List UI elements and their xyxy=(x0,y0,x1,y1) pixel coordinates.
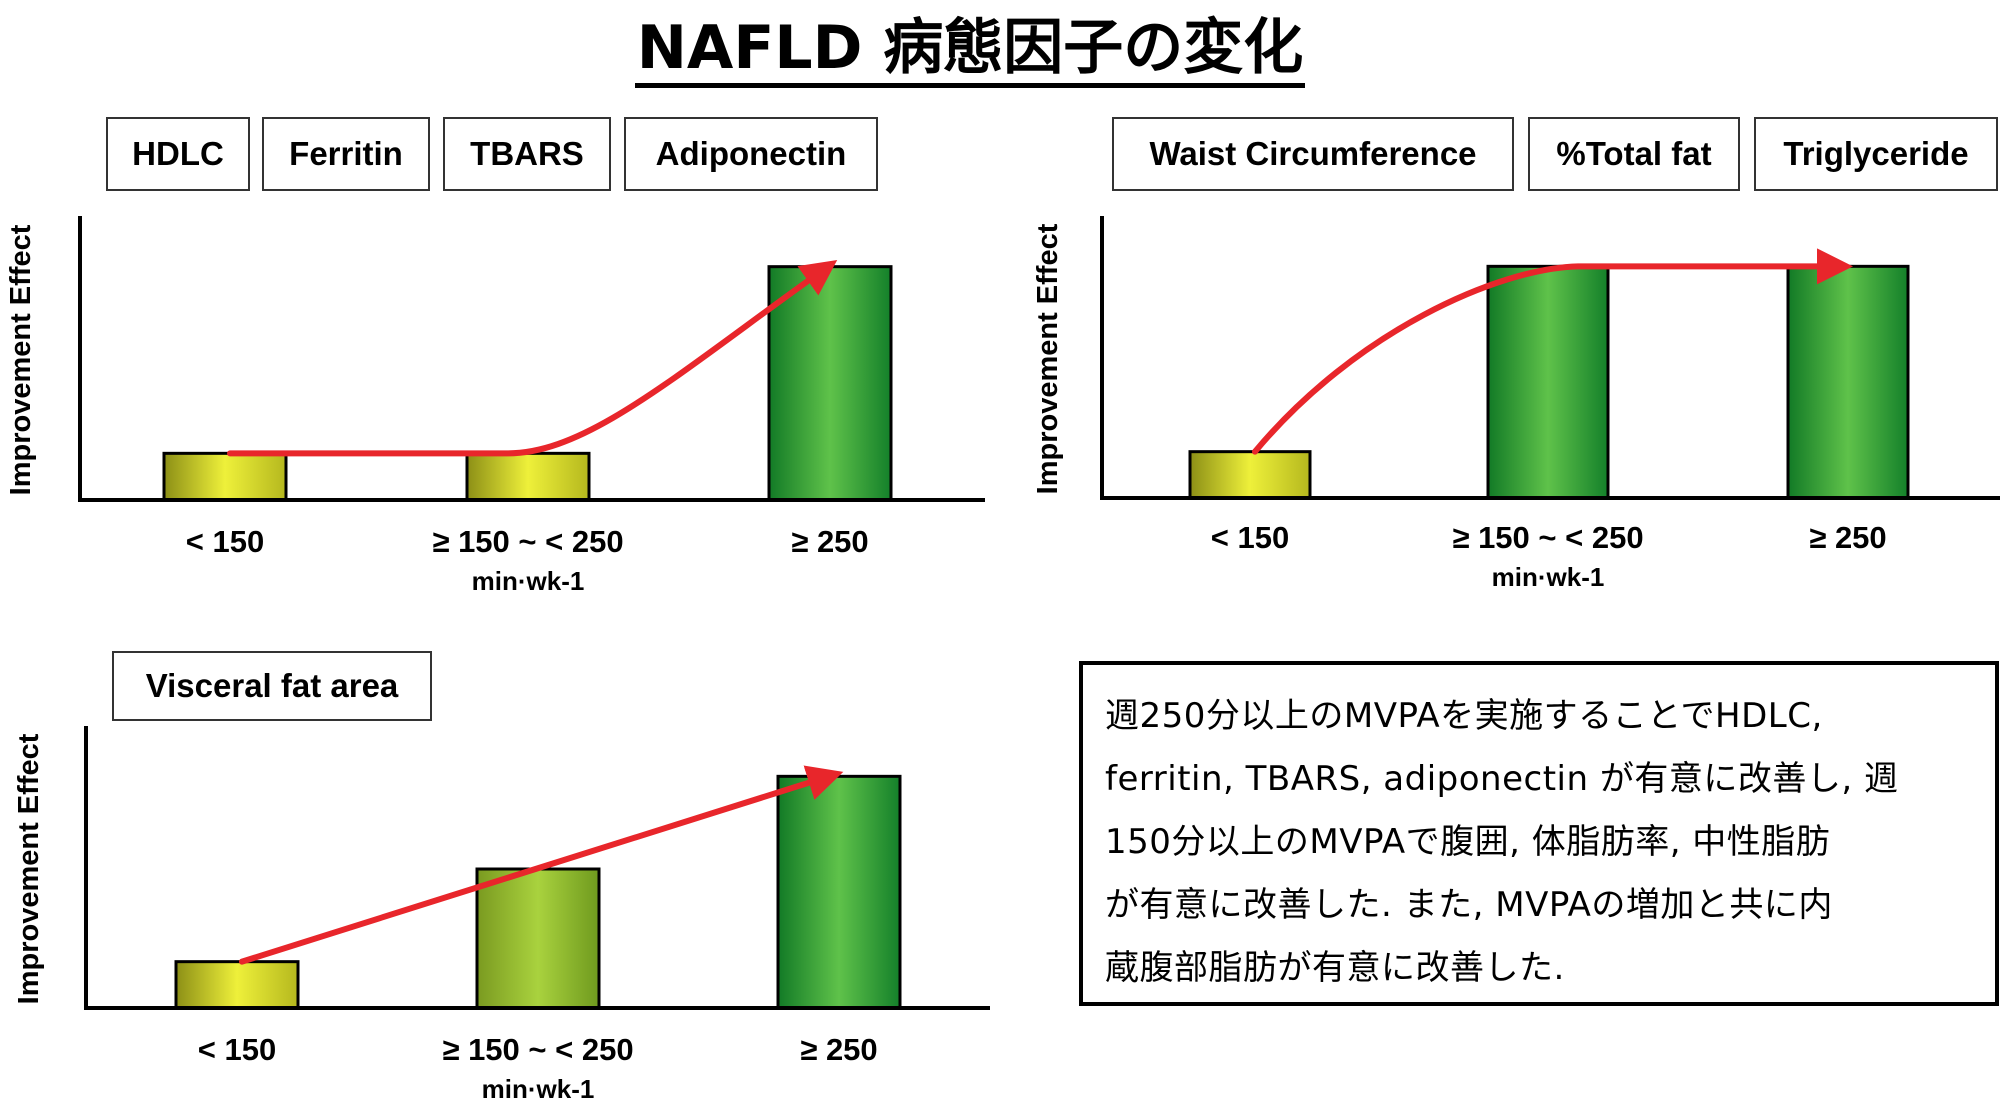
bar-2 xyxy=(1486,264,1610,500)
chart-2: < 150 ≥ 150 ~ < 250 ≥ 250 min·wk-1 Improveme… xyxy=(1032,216,2000,592)
tag-triglyceride: Triglyceride xyxy=(1754,117,1998,191)
summary-note: 週250分以上のMVPAを実施することでHDLC, ferritin, TBAR… xyxy=(1079,661,1999,1006)
bar-1 xyxy=(162,451,288,502)
x-tick-label: ≥ 250 xyxy=(800,1032,877,1067)
chart-3: < 150 ≥ 150 ~ < 250 ≥ 250 min·wk-1 Improveme… xyxy=(13,726,990,1104)
y-axis-label: Improvement Effect xyxy=(1032,223,1064,494)
x-tick-label: ≥ 150 ~ < 250 xyxy=(1452,520,1643,555)
tag-hdlc: HDLC xyxy=(106,117,250,191)
bar-3 xyxy=(776,774,902,1010)
tag-ferritin: Ferritin xyxy=(262,117,430,191)
chart-1: < 150 ≥ 150 ~ < 250 ≥ 250 min·wk-1 Improveme… xyxy=(5,216,985,596)
tag-waist-circumference: Waist Circumference xyxy=(1112,117,1514,191)
x-axis-label: min·wk-1 xyxy=(1492,562,1605,592)
bar-3 xyxy=(1786,264,1910,500)
note-line: 150分以上のMVPAで腹囲, 体脂肪率, 中性脂肪 xyxy=(1105,822,1831,862)
x-tick-label: ≥ 250 xyxy=(1809,520,1886,555)
x-tick-label: < 150 xyxy=(198,1032,276,1067)
x-axis-label: min·wk-1 xyxy=(482,1074,595,1104)
x-axis-label: min·wk-1 xyxy=(472,566,585,596)
tag-adiponectin: Adiponectin xyxy=(624,117,878,191)
y-axis-label: Improvement Effect xyxy=(13,733,45,1004)
page-title: NAFLD 病態因子の変化 xyxy=(0,8,1940,88)
bar-1 xyxy=(174,960,300,1010)
trend-arrow xyxy=(239,765,844,965)
trend-arrow xyxy=(1252,248,1853,455)
x-tick-label: ≥ 250 xyxy=(791,524,868,559)
tag-total-fat: %Total fat xyxy=(1528,117,1740,191)
bar-3 xyxy=(767,265,893,502)
x-tick-label: ≥ 150 ~ < 250 xyxy=(442,1032,633,1067)
y-axis-label: Improvement Effect xyxy=(5,224,37,495)
bar-1 xyxy=(1188,450,1312,500)
bar-2 xyxy=(475,867,601,1010)
note-line: 週250分以上のMVPAを実施することでHDLC, xyxy=(1105,696,1823,736)
x-tick-label: < 150 xyxy=(1211,520,1289,555)
note-line: が有意に改善した. また, MVPAの増加と共に内 xyxy=(1105,885,1833,925)
x-tick-label: ≥ 150 ~ < 250 xyxy=(432,524,623,559)
bar-2 xyxy=(465,451,591,502)
trend-arrow xyxy=(227,259,838,457)
note-line: 蔵腹部脂肪が有意に改善した. xyxy=(1105,948,1565,988)
tag-visceral-fat-area: Visceral fat area xyxy=(112,651,432,721)
tag-tbars: TBARS xyxy=(443,117,611,191)
x-tick-label: < 150 xyxy=(186,524,264,559)
note-line: ferritin, TBARS, adiponectin が有意に改善し, 週 xyxy=(1105,759,1899,799)
